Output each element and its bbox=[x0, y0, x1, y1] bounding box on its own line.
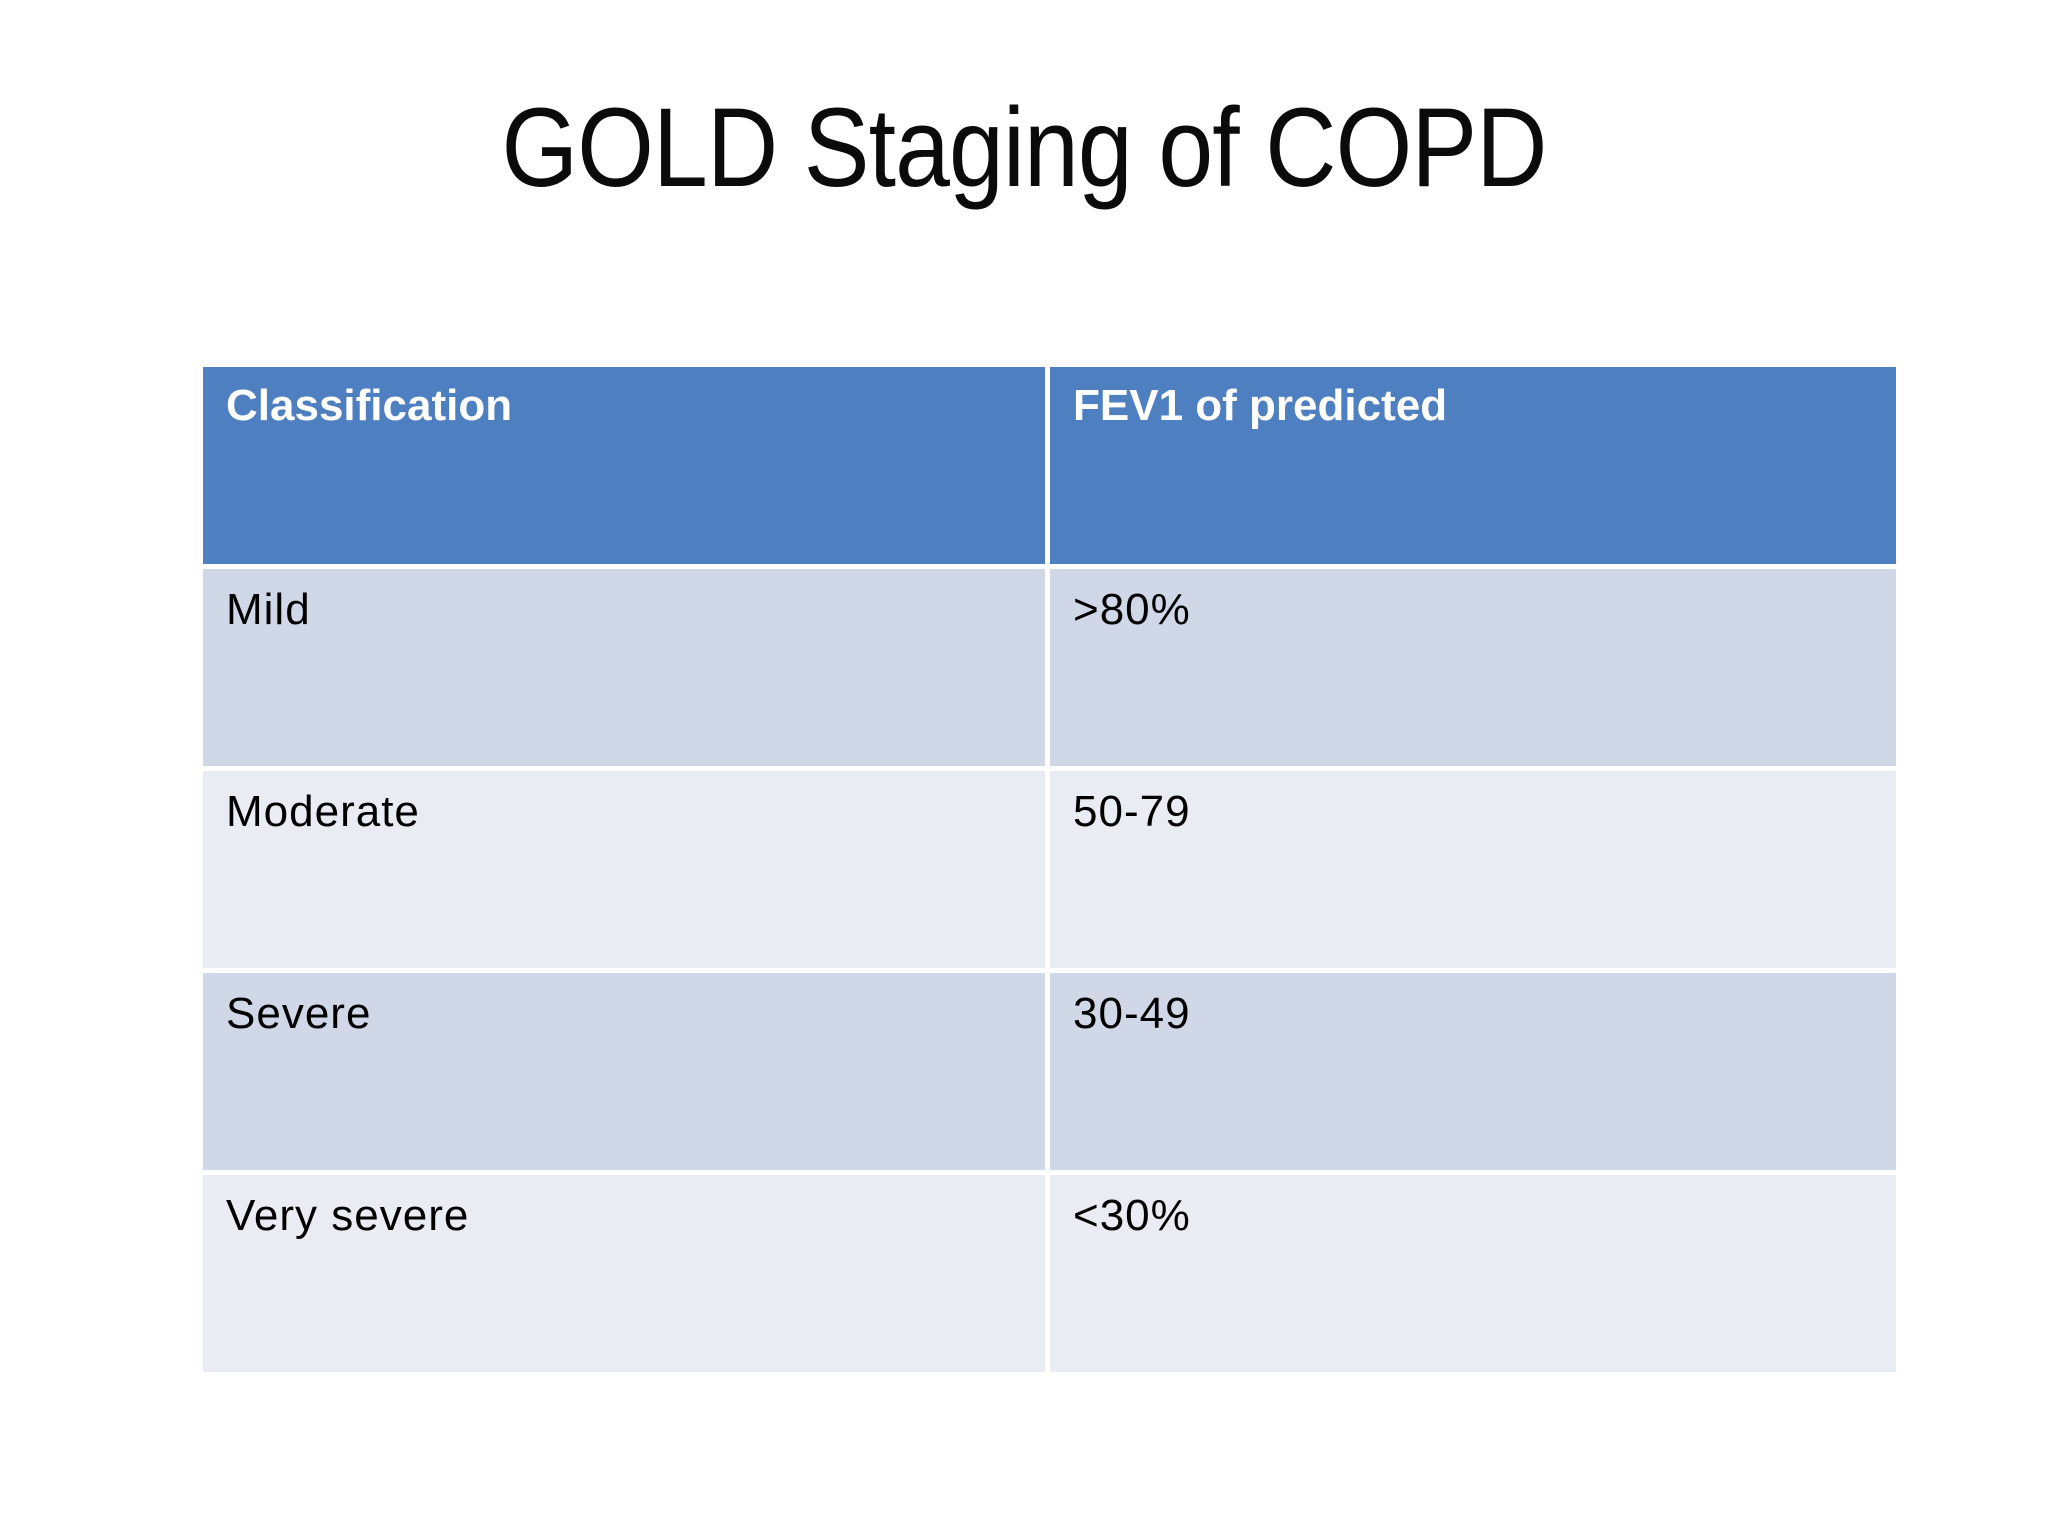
slide-title: GOLD Staging of COPD bbox=[501, 85, 1547, 210]
cell-classification-very-severe: Very severe bbox=[203, 1175, 1045, 1372]
cell-fev1-moderate: 50-79 bbox=[1050, 771, 1896, 968]
cell-classification-severe: Severe bbox=[203, 973, 1045, 1170]
cell-classification-moderate: Moderate bbox=[203, 771, 1045, 968]
gold-staging-table: Classification FEV1 of predicted Mild >8… bbox=[203, 367, 1896, 1372]
cell-classification-mild: Mild bbox=[203, 569, 1045, 766]
cell-fev1-very-severe: <30% bbox=[1050, 1175, 1896, 1372]
cell-fev1-mild: >80% bbox=[1050, 569, 1896, 766]
header-cell-fev1-of-predicted: FEV1 of predicted bbox=[1050, 367, 1896, 564]
cell-fev1-severe: 30-49 bbox=[1050, 973, 1896, 1170]
header-cell-classification: Classification bbox=[203, 367, 1045, 564]
